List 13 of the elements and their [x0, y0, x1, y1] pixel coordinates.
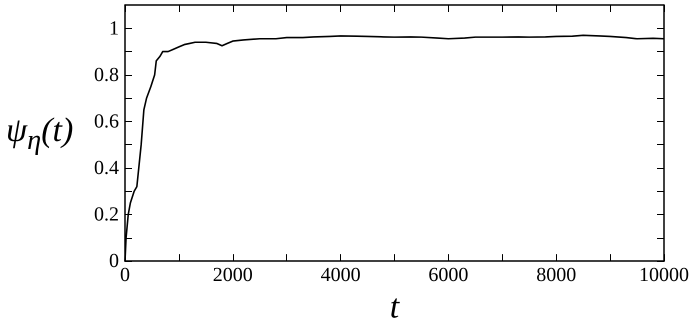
- x-axis-title: t: [390, 288, 401, 326]
- y-tick-label: 0.4: [94, 156, 119, 179]
- x-tick-label: 8000: [536, 264, 576, 286]
- y-tick-label: 0.8: [94, 64, 119, 86]
- y-tick-label: 0.6: [94, 110, 119, 132]
- y-axis-title: ψ$_{η}$(t): [6, 112, 74, 156]
- y-tick-label: 0.2: [94, 204, 119, 226]
- y-tick-label: 1: [109, 17, 119, 40]
- y-tick-label: 0: [109, 250, 119, 272]
- x-tick-label: 10000: [639, 264, 689, 286]
- x-tick-label: 6000: [428, 264, 468, 286]
- x-tick-label: 2000: [212, 264, 253, 286]
- x-tick-label: 4000: [320, 264, 361, 286]
